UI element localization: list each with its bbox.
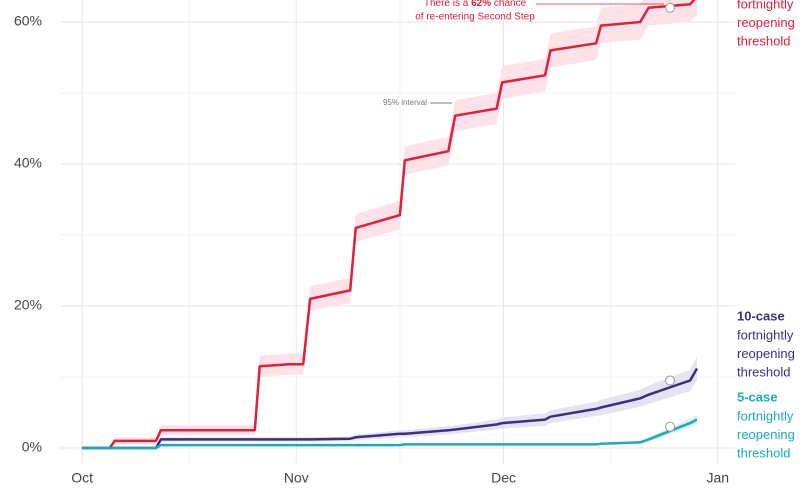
series-label: reopening (737, 15, 795, 30)
annotation-emphasis: 62% (471, 0, 491, 9)
series-label: fortnightly (737, 0, 794, 11)
interval-band (82, 0, 697, 448)
x-tick-label: Oct (71, 470, 93, 486)
y-tick-label: 20% (14, 297, 42, 313)
annotation-line2: of re-entering Second Step (415, 12, 535, 23)
series-line (82, 418, 698, 450)
marker (665, 375, 676, 386)
annotation-prefix: There is a (424, 0, 471, 9)
annotation-suffix: chance (491, 0, 526, 9)
series-label: fortnightly (737, 327, 794, 342)
interval-label: 95% interval (383, 98, 427, 107)
marker (665, 421, 676, 432)
y-tick-label: 0% (22, 439, 42, 455)
annotation-line1: There is a 62% chance (424, 0, 527, 9)
plot-area (82, 0, 699, 450)
x-tick-label: Dec (491, 470, 516, 486)
y-tick-label: 60% (14, 13, 42, 29)
series-label: reopening (737, 346, 795, 361)
series-line (82, 367, 699, 450)
series-name: 5-case (737, 389, 777, 404)
marker (665, 2, 676, 13)
series-label: fortnightly (737, 408, 794, 423)
series-name: 10-case (737, 308, 785, 323)
grid (60, 0, 735, 465)
series-line (82, 0, 696, 450)
interval-band (82, 356, 698, 448)
x-tick-label: Nov (284, 470, 309, 486)
series-label: threshold (737, 364, 790, 379)
labels: 0% 20% 40% 60% Oct Nov Dec Jan fortnightly reopen… (14, 0, 795, 486)
y-tick-label: 40% (14, 155, 42, 171)
series-label: reopening (737, 427, 795, 442)
series-label: threshold (737, 33, 790, 48)
series-label: threshold (737, 445, 790, 460)
x-tick-label: Jan (706, 470, 729, 486)
